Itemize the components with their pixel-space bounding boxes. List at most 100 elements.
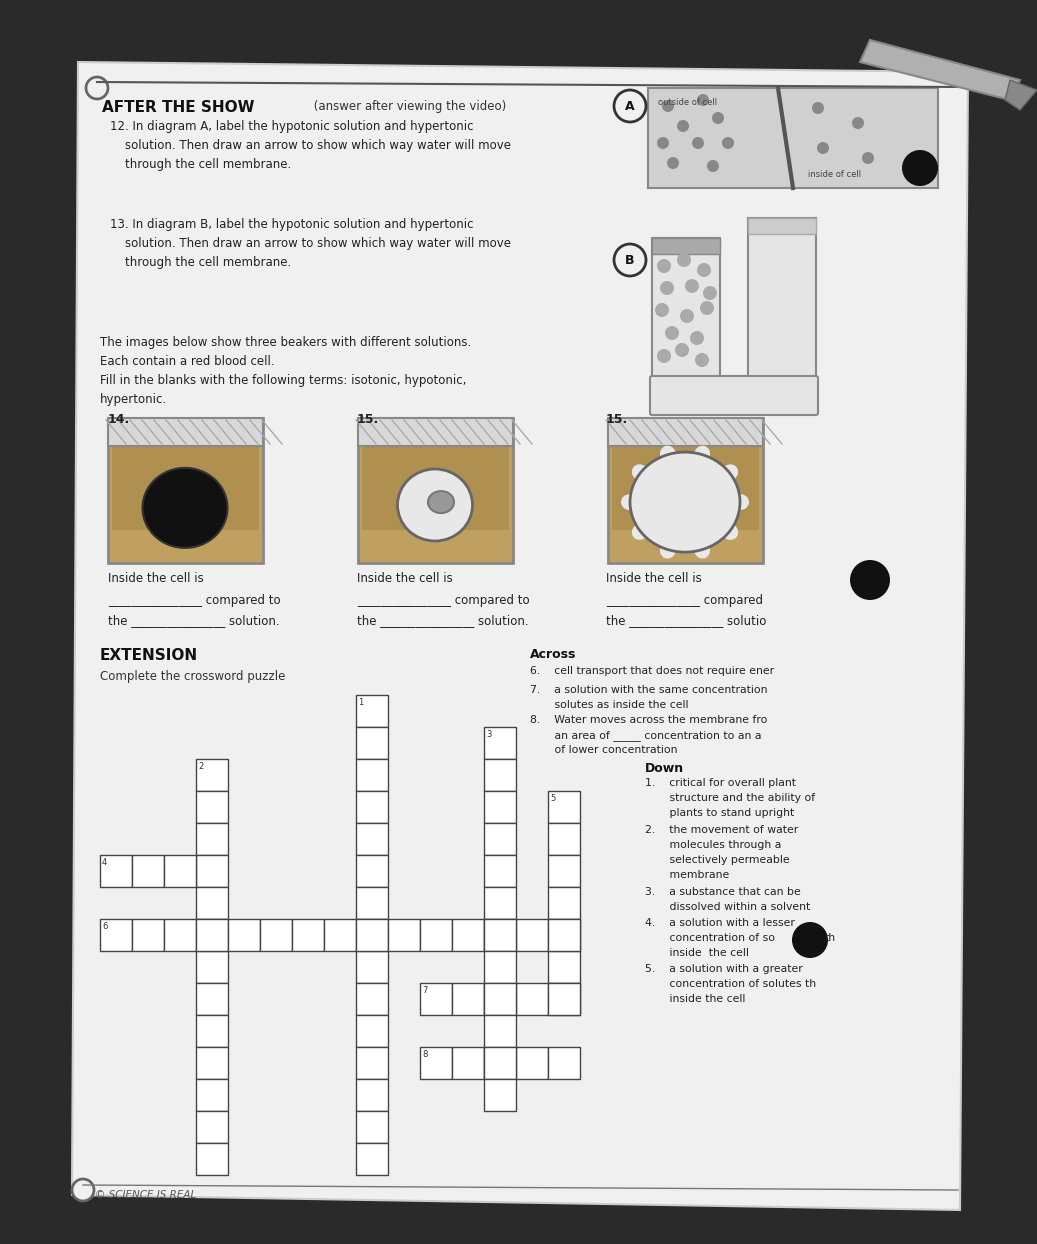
Text: B: B [625, 254, 635, 266]
Text: Inside the cell is: Inside the cell is [357, 572, 453, 585]
Ellipse shape [721, 464, 738, 481]
FancyBboxPatch shape [356, 791, 388, 824]
FancyBboxPatch shape [196, 919, 228, 950]
FancyBboxPatch shape [652, 238, 720, 254]
Text: ________________ compared: ________________ compared [606, 593, 763, 607]
Ellipse shape [630, 452, 740, 552]
Ellipse shape [632, 464, 649, 481]
FancyBboxPatch shape [196, 887, 228, 919]
Text: (answer after viewing the video): (answer after viewing the video) [310, 100, 506, 113]
Ellipse shape [621, 494, 639, 510]
Text: 15.: 15. [606, 413, 628, 425]
Ellipse shape [142, 468, 227, 547]
FancyBboxPatch shape [356, 759, 388, 791]
FancyBboxPatch shape [358, 418, 513, 564]
Text: ________________ compared to: ________________ compared to [357, 593, 530, 607]
FancyBboxPatch shape [484, 950, 516, 983]
Circle shape [657, 350, 671, 363]
FancyBboxPatch shape [548, 855, 580, 887]
Text: The images below show three beakers with different solutions.
Each contain a red: The images below show three beakers with… [100, 336, 471, 406]
FancyBboxPatch shape [196, 919, 228, 950]
Circle shape [677, 253, 691, 267]
FancyBboxPatch shape [196, 1015, 228, 1047]
FancyBboxPatch shape [196, 1111, 228, 1143]
FancyBboxPatch shape [108, 418, 263, 447]
Text: 1: 1 [358, 698, 363, 707]
FancyBboxPatch shape [356, 950, 388, 983]
FancyBboxPatch shape [164, 855, 196, 887]
FancyBboxPatch shape [484, 855, 516, 887]
Circle shape [657, 259, 671, 272]
Polygon shape [860, 40, 1020, 100]
Text: inside the cell: inside the cell [645, 994, 746, 1004]
Ellipse shape [428, 491, 454, 513]
FancyBboxPatch shape [548, 919, 580, 950]
Circle shape [792, 922, 828, 958]
Circle shape [677, 119, 689, 132]
Text: concentration of so: concentration of so [645, 933, 775, 943]
FancyBboxPatch shape [484, 919, 516, 950]
Circle shape [697, 262, 711, 277]
FancyBboxPatch shape [548, 1047, 580, 1079]
Circle shape [657, 137, 669, 149]
FancyBboxPatch shape [356, 1143, 388, 1176]
Text: 15.: 15. [357, 413, 380, 425]
FancyBboxPatch shape [356, 919, 388, 950]
Text: 2: 2 [198, 763, 203, 771]
Text: Across: Across [530, 648, 577, 661]
Text: 4.    a solution with a lesser: 4. a solution with a lesser [645, 918, 795, 928]
FancyBboxPatch shape [196, 950, 228, 983]
Circle shape [690, 331, 704, 345]
Circle shape [675, 343, 689, 357]
Text: of lower concentration: of lower concentration [530, 745, 677, 755]
Circle shape [712, 112, 724, 124]
Text: 4: 4 [102, 858, 107, 867]
Text: structure and the ability of: structure and the ability of [645, 792, 815, 802]
FancyBboxPatch shape [748, 218, 816, 378]
FancyBboxPatch shape [356, 983, 388, 1015]
FancyBboxPatch shape [484, 983, 516, 1015]
Text: selectively permeable: selectively permeable [645, 855, 789, 865]
Circle shape [695, 353, 709, 367]
Circle shape [665, 326, 679, 340]
FancyBboxPatch shape [484, 983, 516, 1015]
Circle shape [660, 281, 674, 295]
FancyBboxPatch shape [100, 855, 132, 887]
Ellipse shape [660, 445, 676, 464]
Text: concentration of solutes th: concentration of solutes th [645, 979, 816, 989]
Circle shape [655, 304, 669, 317]
FancyBboxPatch shape [612, 422, 759, 530]
FancyBboxPatch shape [356, 695, 388, 726]
FancyBboxPatch shape [112, 422, 259, 530]
FancyBboxPatch shape [196, 791, 228, 824]
Ellipse shape [397, 469, 473, 541]
Text: inside  the cell: inside the cell [645, 948, 749, 958]
FancyBboxPatch shape [516, 919, 548, 950]
Text: 2.    the movement of water: 2. the movement of water [645, 825, 798, 835]
FancyBboxPatch shape [548, 791, 580, 824]
Text: solutes as inside the cell: solutes as inside the cell [530, 700, 689, 710]
Text: 14.: 14. [108, 413, 131, 425]
FancyBboxPatch shape [356, 726, 388, 759]
Polygon shape [1005, 80, 1037, 109]
FancyBboxPatch shape [196, 855, 228, 887]
FancyBboxPatch shape [548, 983, 580, 1015]
Text: ________________ compared to: ________________ compared to [108, 593, 281, 607]
FancyBboxPatch shape [164, 919, 196, 950]
Circle shape [86, 77, 108, 100]
FancyBboxPatch shape [196, 824, 228, 855]
Text: AFTER THE SHOW: AFTER THE SHOW [102, 100, 254, 114]
Text: an area of _____ concentration to an a: an area of _____ concentration to an a [530, 730, 761, 741]
FancyBboxPatch shape [516, 1047, 548, 1079]
FancyBboxPatch shape [548, 950, 580, 983]
FancyBboxPatch shape [650, 376, 818, 415]
FancyBboxPatch shape [484, 1015, 516, 1047]
FancyBboxPatch shape [196, 1079, 228, 1111]
FancyBboxPatch shape [196, 1143, 228, 1176]
FancyBboxPatch shape [100, 919, 132, 950]
Circle shape [850, 560, 890, 600]
Circle shape [707, 160, 719, 172]
FancyBboxPatch shape [356, 1015, 388, 1047]
FancyBboxPatch shape [648, 88, 938, 188]
Text: plants to stand upright: plants to stand upright [645, 809, 794, 819]
